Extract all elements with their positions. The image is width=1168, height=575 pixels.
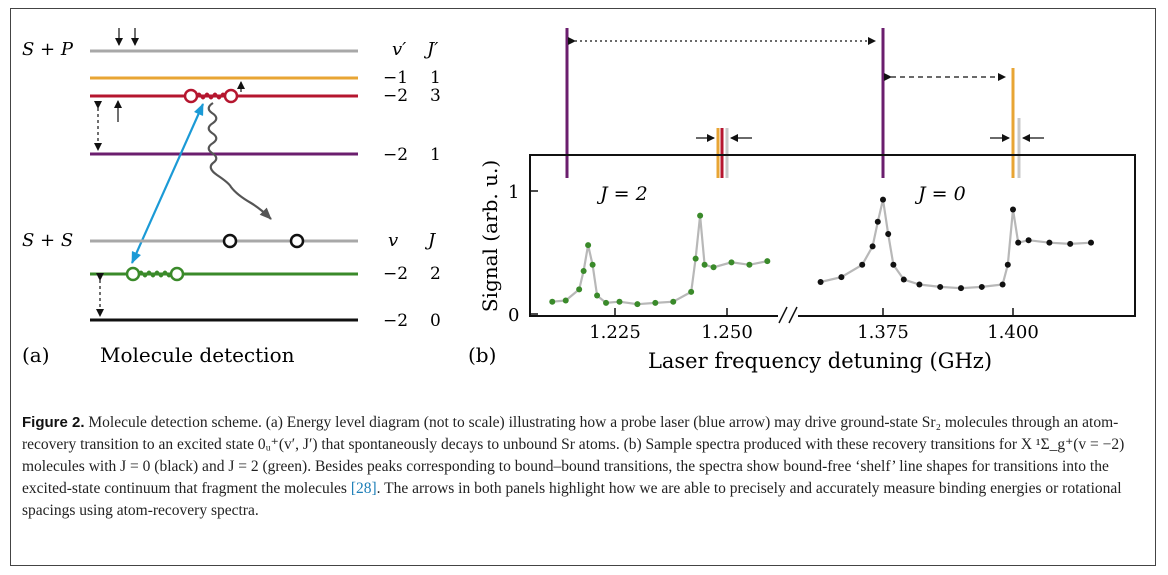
data-point-series-0-6 [594,292,601,299]
data-point-series-1-1 [838,274,845,281]
data-point-series-0-11 [670,298,677,305]
data-point-series-1-16 [1015,239,1022,246]
panel-b: 1 0 1.225 1.250 1.375 1.400 Signal (arb.… [468,28,1136,373]
data-point-series-0-5 [589,261,596,268]
data-point-series-0-7 [603,299,610,306]
level-purple-v: −2 [383,145,408,165]
level-green-j: 2 [430,264,441,284]
free-atom-1 [222,233,238,249]
green-molecule-atom-right [169,266,185,282]
probe-laser-arrow [130,103,205,264]
figure-graphics: S + P v′ J′ −1 1 −2 3 −2 1 S + S v J − [22,28,1136,373]
chart-data-layer [549,196,1094,308]
red-molecule-bond [196,92,226,100]
lower-header-j: J [424,230,437,251]
x-tick-label-1225: 1.225 [589,322,641,343]
x-axis-label: Laser frequency detuning (GHz) [648,349,992,373]
caption-reference-link[interactable]: [28] [350,480,377,497]
axis-break-mark-1 [778,306,788,324]
x-tick-label-1250: 1.250 [701,322,753,343]
level-green-v: −2 [383,264,408,284]
level-red-v: −2 [383,86,408,106]
decay-arrow [207,102,272,220]
data-point-series-1-4 [874,218,881,225]
data-point-series-0-2 [576,286,583,293]
level-black-j: 0 [430,311,441,331]
plot-frame [529,154,1136,317]
data-point-series-1-20 [1088,239,1094,246]
data-point-series-0-18 [746,261,753,268]
data-point-series-1-12 [978,283,985,290]
free-atom-2 [289,233,305,249]
level-black-v: −2 [383,311,408,331]
data-point-series-0-9 [634,301,641,308]
level-orange-j: 1 [430,68,441,88]
data-point-series-0-16 [710,264,717,271]
red-molecule-atom-left [183,88,199,104]
data-point-series-0-17 [728,259,735,266]
region-label-j0: J = 0 [914,183,966,205]
data-point-series-1-2 [859,261,866,268]
lower-header-v: v [388,230,398,251]
data-point-series-0-8 [616,298,623,305]
data-point-series-1-17 [1025,237,1032,244]
data-point-series-1-18 [1046,239,1053,246]
data-point-series-1-15 [1010,206,1016,213]
green-molecule-bond [138,270,172,278]
data-point-series-0-12 [688,288,695,295]
level-orange-v: −1 [383,68,408,88]
data-point-series-1-13 [999,281,1006,288]
data-point-series-1-5 [880,196,886,203]
axis-break-mark-2 [788,306,798,324]
data-point-series-1-10 [937,283,944,290]
data-point-series-1-6 [885,231,892,238]
data-point-series-0-15 [701,261,708,268]
data-point-series-0-10 [652,299,659,306]
x-tick-label-1375: 1.375 [857,322,909,343]
data-point-series-1-9 [916,281,923,288]
figure-frame [10,8,1156,566]
upper-asymptote-label: S + P [22,39,74,60]
data-point-series-1-7 [890,261,897,268]
upper-header-j: J′ [423,39,438,60]
data-point-series-0-3 [580,267,587,274]
data-point-series-0-1 [562,297,569,304]
panel-a-title: Molecule detection [100,343,295,367]
data-point-series-0-19 [764,258,771,265]
data-point-series-0-4 [585,242,592,249]
data-point-series-1-0 [817,279,824,286]
data-point-series-1-11 [958,285,964,292]
panel-a: S + P v′ J′ −1 1 −2 3 −2 1 S + S v J − [22,28,441,367]
y-tick-label-1: 1 [508,182,519,203]
axis-break-gap [778,309,798,323]
green-molecule-atom-left [125,266,141,282]
y-tick-label-0: 0 [508,305,519,326]
figure-caption: Figure 2. Molecule detection scheme. (a)… [22,412,1142,522]
red-molecule-atom-right [223,88,239,104]
data-point-series-0-0 [549,298,556,305]
x-tick-label-1400: 1.400 [987,322,1039,343]
data-point-series-1-14 [1004,261,1011,268]
data-point-series-1-3 [869,243,876,250]
panel-b-label: (b) [468,343,496,367]
data-point-series-0-13 [692,255,699,262]
upper-header-v: v′ [392,39,406,60]
caption-lead: Figure 2. [22,414,85,431]
y-axis-label: Signal (arb. u.) [478,160,502,312]
data-point-series-1-8 [900,276,907,283]
region-label-j2: J = 2 [596,183,648,205]
caption-text-2: . The arrows in both panels highlight ho… [22,480,1122,519]
data-point-series-1-19 [1067,240,1074,247]
level-purple-j: 1 [430,145,441,165]
fit-curve-series-0 [552,215,768,306]
level-red-j: 3 [430,86,441,106]
panel-a-label: (a) [22,343,50,367]
caption-text-1: Molecule detection scheme. (a) Energy le… [22,414,1125,497]
data-point-series-0-14 [697,212,704,219]
lower-asymptote-label: S + S [22,230,73,251]
